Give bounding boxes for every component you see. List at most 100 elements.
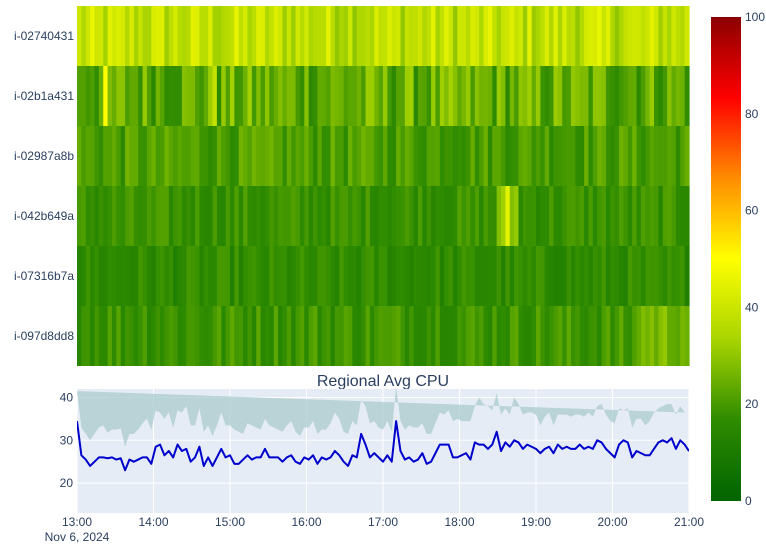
heatmap-cell xyxy=(592,6,598,66)
colorbar-tick-label: 20 xyxy=(745,397,759,411)
heatmap-cell xyxy=(662,246,668,306)
heatmap-cell xyxy=(168,246,174,306)
heatmap-cell xyxy=(168,6,174,66)
heatmap-cell xyxy=(470,306,476,366)
heatmap-cell xyxy=(173,6,179,66)
heatmap-cell xyxy=(527,126,533,186)
heatmap-cell xyxy=(518,246,524,306)
heatmap-cell xyxy=(317,306,323,366)
heatmap-cell xyxy=(264,246,270,306)
heatmap-cell xyxy=(536,246,541,306)
heatmap-cell xyxy=(466,66,472,126)
heatmap-cell xyxy=(195,186,200,246)
heatmap-cell xyxy=(540,306,546,366)
heatmap-cell xyxy=(570,186,576,246)
heatmap-cell xyxy=(566,66,572,126)
heatmap-cell xyxy=(448,6,454,66)
heatmap-cell xyxy=(369,126,375,186)
heatmap-cell xyxy=(195,6,200,66)
heatmap-cell xyxy=(439,246,445,306)
heatmap-cell xyxy=(680,66,686,126)
heatmap-cell xyxy=(439,186,445,246)
heatmap-cell xyxy=(334,6,340,66)
heatmap-cell xyxy=(422,6,428,66)
heatmap-cell xyxy=(107,66,113,126)
heatmap-cell xyxy=(505,126,511,186)
heatmap-cell xyxy=(400,66,406,126)
heatmap-cell xyxy=(536,6,541,66)
heatmap-cell xyxy=(251,126,257,186)
heatmap-cell xyxy=(505,186,511,246)
heatmap-row-i-02740431 xyxy=(77,6,690,66)
heatmap-cell xyxy=(509,66,515,126)
heatmap-cell xyxy=(461,186,467,246)
heatmap-cell xyxy=(588,126,594,186)
heatmap-cell xyxy=(413,186,419,246)
heatmap-cell xyxy=(356,306,362,366)
heatmap-cell xyxy=(133,126,139,186)
heatmap-cell xyxy=(540,186,546,246)
heatmap-cell xyxy=(387,306,393,366)
heatmap-cell xyxy=(330,66,336,126)
heatmap-cell xyxy=(160,126,166,186)
heatmap-cell xyxy=(256,126,262,186)
heatmap-cell xyxy=(304,6,310,66)
heatmap-cell xyxy=(435,186,441,246)
heatmap-cell xyxy=(601,186,607,246)
heatmap-cell xyxy=(435,66,441,126)
heatmap-cell xyxy=(557,126,563,186)
heatmap-cell xyxy=(208,66,214,126)
heatmap-cell xyxy=(479,186,485,246)
heatmap-cell xyxy=(649,6,655,66)
heatmap-cell xyxy=(260,66,266,126)
heatmap-cell xyxy=(195,246,200,306)
heatmap-cell xyxy=(195,66,200,126)
heatmap-cell xyxy=(203,246,209,306)
heatmap-cell xyxy=(243,6,249,66)
heatmap-cell xyxy=(111,66,117,126)
heatmap-cell xyxy=(614,186,620,246)
heatmap-cell xyxy=(619,186,625,246)
heatmap-cell xyxy=(413,246,419,306)
heatmap-cell xyxy=(77,306,82,366)
line-x-ticks: 13:00 14:00 15:00 16:00 17:00 18:00 19:00 20:00… xyxy=(62,515,704,529)
heatmap-cell xyxy=(348,6,353,66)
heatmap-cell xyxy=(308,246,314,306)
heatmap-cell xyxy=(146,66,152,126)
heatmap-cell xyxy=(234,186,240,246)
heatmap-cell xyxy=(422,246,428,306)
heatmap-cell xyxy=(439,126,445,186)
heatmap-cell xyxy=(164,66,170,126)
heatmap-cell xyxy=(514,66,520,126)
heatmap-cell xyxy=(404,246,410,306)
heatmap-y-tick-label: i-02740431 xyxy=(14,29,74,43)
heatmap-cell xyxy=(103,306,109,366)
heatmap-cell xyxy=(422,126,428,186)
heatmap-cell xyxy=(225,66,231,126)
heatmap-cell xyxy=(326,306,332,366)
heatmap-cell xyxy=(116,66,122,126)
heatmap-cell xyxy=(142,66,148,126)
heatmap-cell xyxy=(352,126,358,186)
heatmap-cell xyxy=(557,66,563,126)
heatmap-cell xyxy=(614,126,620,186)
heatmap-cell xyxy=(575,6,581,66)
heatmap-cell xyxy=(645,66,651,126)
heatmap-cell xyxy=(654,66,659,126)
heatmap-cell xyxy=(645,186,651,246)
heatmap-cell xyxy=(243,306,249,366)
heatmap-cell xyxy=(536,66,541,126)
heatmap-cell xyxy=(562,66,568,126)
heatmap-cell xyxy=(295,66,301,126)
heatmap-cell xyxy=(649,186,655,246)
colorbar: 0 20 40 60 80 100 xyxy=(711,10,765,508)
heatmap-cell xyxy=(439,6,445,66)
heatmap-cell xyxy=(348,246,353,306)
heatmap-cell xyxy=(527,306,533,366)
heatmap-cell xyxy=(321,186,327,246)
heatmap-cell xyxy=(584,126,590,186)
heatmap-cell xyxy=(623,246,629,306)
heatmap-cell xyxy=(505,246,511,306)
heatmap-cell xyxy=(413,306,419,366)
